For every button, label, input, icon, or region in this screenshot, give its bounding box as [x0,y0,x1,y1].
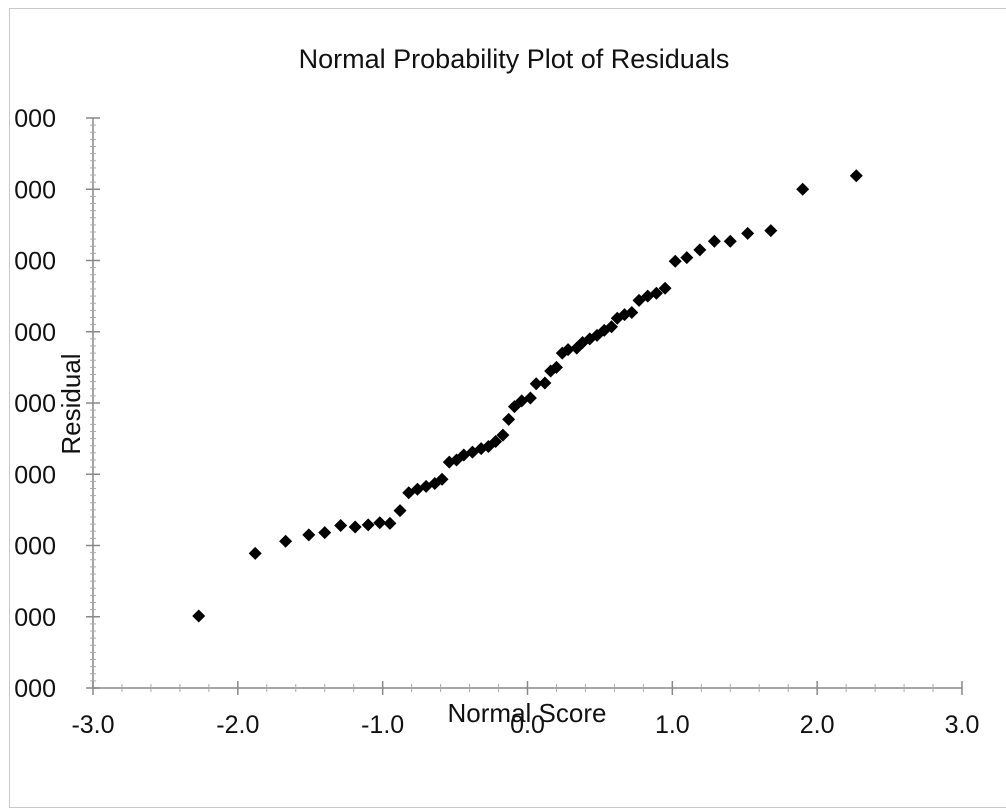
x-tick-label: -1.0 [361,711,404,739]
data-point [668,254,682,268]
y-axis-label: Residual [56,353,86,454]
y-tick-label: 000 [14,319,56,347]
data-point [605,320,619,334]
y-tick-label: 000 [14,390,56,418]
data-point [693,243,707,257]
y-tick-label: 000 [14,675,56,703]
data-point [373,516,387,530]
y-tick-label: 000 [14,461,56,489]
y-tick-label: 000 [14,533,56,561]
data-point [849,169,863,183]
x-tick-label: -3.0 [71,711,114,739]
data-point [523,391,537,405]
data-point [361,518,375,532]
data-point [658,281,672,295]
data-point [561,343,575,357]
data-point [489,434,503,448]
data-point [348,520,362,534]
y-tick-label: 000 [14,248,56,276]
data-point [496,428,510,442]
x-axis: -3.0 -2.0 -1.0 0.0 1.0 2.0 3.0 [71,681,979,739]
normal-probability-plot: Normal Probability Plot of Residuals 000… [14,44,979,739]
y-tick-label: 000 [14,604,56,632]
data-point [741,226,755,240]
data-point [549,360,563,374]
data-point [302,528,316,542]
data-point [680,251,694,265]
data-point [764,224,778,238]
data-point [435,472,449,486]
chart-title: Normal Probability Plot of Residuals [299,44,730,74]
data-points [192,169,863,623]
x-tick-label: 1.0 [655,711,690,739]
chart-frame [9,8,1006,808]
data-point [707,234,721,248]
data-point [383,516,397,530]
data-point [393,504,407,518]
x-tick-label: 2.0 [800,711,835,739]
data-point [796,182,810,196]
data-point [723,234,737,248]
data-point [502,412,516,426]
data-point [649,286,663,300]
data-point [318,526,332,540]
data-point [529,377,543,391]
data-point [538,376,552,390]
data-point [625,306,639,320]
x-tick-label: 3.0 [945,711,980,739]
x-axis-label: Normal Score [448,698,607,728]
data-point [192,609,206,623]
y-tick-label: 000 [14,105,56,133]
y-tick-label: 000 [14,176,56,204]
x-tick-label: -2.0 [216,711,259,739]
y-axis: 000 000 000 000 000 000 000 000 000 [14,105,100,703]
x-tick-label: 0.0 [510,711,545,739]
data-point [248,546,262,560]
data-point [279,534,293,548]
data-point [334,519,348,533]
